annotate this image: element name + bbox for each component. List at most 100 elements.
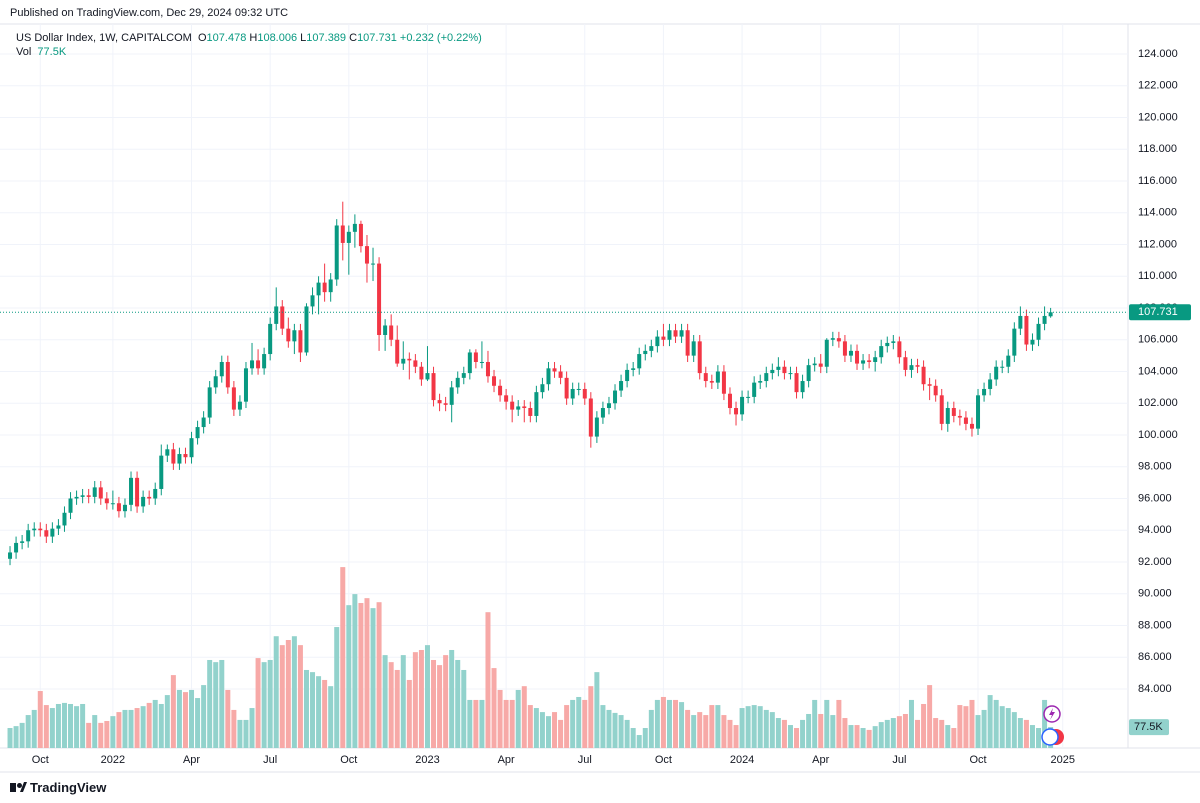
candle-body — [153, 488, 158, 499]
volume-bar — [654, 699, 660, 748]
candle-body — [219, 361, 224, 377]
candle-body — [334, 225, 339, 280]
candle-body — [957, 415, 962, 418]
y-tick-label: 84.000 — [1138, 683, 1172, 695]
volume-bar — [527, 705, 533, 748]
candle-body — [552, 368, 557, 372]
volume-bar — [642, 728, 648, 748]
x-tick-label: 2022 — [101, 754, 125, 766]
volume-bar — [19, 722, 25, 748]
volume-bar — [25, 715, 31, 748]
volume-bar — [618, 715, 624, 748]
volume-bar — [297, 645, 303, 748]
volume-bar — [660, 696, 666, 748]
candle-body — [8, 552, 13, 559]
change: +0.232 — [399, 32, 434, 44]
volume-bar — [68, 703, 74, 748]
y-tick-label: 88.000 — [1138, 619, 1172, 631]
candle-body — [44, 530, 49, 537]
volume-bar — [775, 718, 781, 748]
volume-bar — [49, 708, 55, 748]
x-tick-label: Jul — [578, 754, 592, 766]
x-tick-label: Apr — [812, 754, 829, 766]
candle-body — [582, 388, 587, 399]
candle-body — [449, 387, 454, 405]
volume-bar — [491, 668, 497, 748]
volume-bar — [164, 695, 170, 748]
volume-legend: Vol 77.5K — [16, 45, 66, 59]
candle-body — [407, 358, 412, 361]
volume-bar — [382, 655, 388, 748]
y-tick-label: 122.000 — [1138, 80, 1178, 92]
y-tick-label: 92.000 — [1138, 556, 1172, 568]
volume-bar — [195, 698, 201, 748]
ohlc-value: 107.731 — [357, 32, 397, 44]
ohlc-label: H — [249, 32, 258, 44]
candle-body — [371, 263, 376, 265]
volume-bar — [679, 702, 685, 748]
candle-body — [395, 339, 400, 364]
volume-bar — [418, 649, 424, 748]
volume-bar — [98, 722, 104, 748]
candle-body — [994, 366, 999, 380]
volume-bar — [485, 612, 491, 748]
volume-bar — [443, 655, 449, 748]
volume-bar — [352, 594, 358, 748]
candle-body — [383, 325, 388, 336]
volume-bar — [769, 712, 775, 748]
volume-bar — [830, 715, 836, 748]
candle-body — [1000, 366, 1005, 368]
volume-bar — [86, 722, 92, 748]
candle-body — [903, 357, 908, 370]
y-tick-label: 112.000 — [1138, 238, 1177, 250]
volume-bar — [515, 689, 521, 748]
volume-bar — [588, 686, 594, 748]
candle-body — [467, 352, 472, 374]
candle-body — [842, 341, 847, 356]
volume-bar — [340, 567, 346, 748]
candle-body — [141, 496, 146, 507]
candle-body — [455, 377, 460, 388]
volume-bar — [521, 686, 527, 748]
volume-bar — [727, 719, 733, 748]
y-tick-label: 118.000 — [1138, 143, 1177, 155]
candle-body — [104, 498, 109, 504]
candle-body — [159, 455, 164, 489]
volume-bar — [884, 719, 890, 748]
volume-bar — [267, 659, 273, 748]
candle-body — [909, 365, 914, 370]
volume-bar — [818, 713, 824, 748]
volume-bar — [606, 709, 612, 748]
volume-bar — [1036, 728, 1042, 748]
volume-bar — [927, 685, 933, 748]
candle-body — [794, 373, 799, 393]
volume-bar — [231, 709, 237, 748]
candle-body — [147, 496, 152, 499]
volume-bar — [1017, 718, 1023, 748]
y-tick-label: 114.000 — [1138, 207, 1177, 219]
candle-body — [982, 388, 987, 396]
candle-body — [933, 385, 938, 396]
volume-bar — [261, 662, 267, 748]
volume-bar — [467, 699, 473, 748]
volume-bar — [576, 696, 582, 748]
candle-body — [721, 371, 726, 394]
candle-body — [631, 368, 636, 370]
volume-bar — [630, 728, 636, 748]
candle-body — [80, 495, 85, 497]
event-icon — [1041, 728, 1059, 746]
candle-body — [534, 392, 539, 416]
x-tick-label: Oct — [655, 754, 672, 766]
volume-bar — [358, 603, 364, 748]
volume-bar — [291, 636, 297, 748]
y-tick-label: 98.000 — [1138, 461, 1172, 473]
candle-body — [201, 417, 206, 428]
volume-bar — [394, 669, 400, 748]
candle-body — [830, 338, 835, 340]
volume-bar — [279, 645, 285, 748]
volume-bar — [346, 605, 352, 748]
volume-bar — [43, 705, 49, 748]
volume-bar — [334, 627, 340, 748]
y-tick-label: 106.000 — [1138, 334, 1178, 346]
x-tick-label: 2025 — [1050, 754, 1074, 766]
